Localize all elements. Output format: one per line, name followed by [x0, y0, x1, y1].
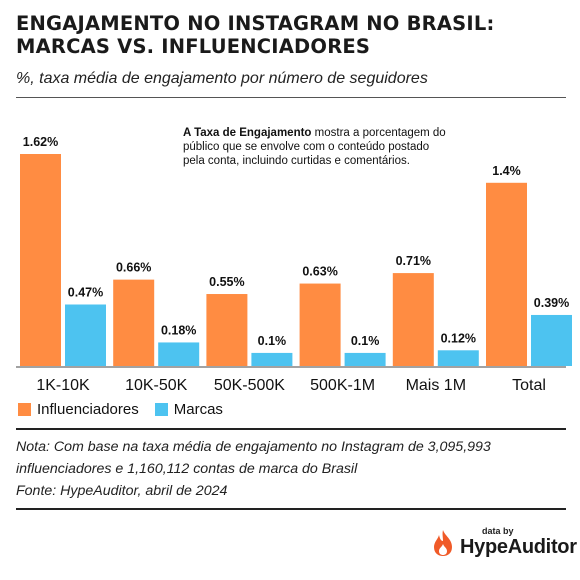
- flame-icon: [434, 529, 452, 556]
- data-label-brands-2: 0.1%: [258, 334, 287, 348]
- callout-bold: A Taxa de Engajamento: [183, 127, 312, 139]
- x-tick-label-0: 1K-10K: [36, 377, 90, 394]
- legend-label-influencers: Influenciadores: [37, 401, 139, 418]
- x-tick-label-2: 50K-500K: [214, 377, 285, 394]
- legend-item-influencers: Influenciadores: [18, 401, 139, 418]
- data-label-influencers-2: 0.55%: [209, 275, 244, 289]
- data-label-brands-5: 0.39%: [534, 296, 569, 310]
- bar-brands-2: [251, 352, 293, 366]
- data-label-influencers-0: 1.62%: [23, 135, 58, 149]
- chart-legend: Influenciadores Marcas: [18, 401, 231, 418]
- x-tick-label-5: Total: [512, 377, 546, 394]
- data-label-influencers-1: 0.66%: [116, 261, 151, 275]
- hypeauditor-logo: data by HypeAuditor: [432, 526, 577, 559]
- bar-brands-0: [65, 304, 106, 366]
- header-divider: [16, 97, 566, 98]
- footnote-line-2: influenciadores e 1,160,112 contas de ma…: [16, 461, 358, 477]
- note-bottom-divider: [16, 508, 566, 510]
- data-label-influencers-3: 0.63%: [302, 265, 337, 279]
- data-label-brands-3: 0.1%: [351, 334, 380, 348]
- bar-chart: 1.62% 0.47% 0.66% 0.18% 0.55% 0.1% 0.63% 0.1% 0.…: [16, 135, 572, 394]
- data-label-brands-1: 0.18%: [161, 323, 196, 337]
- brand-name: HypeAuditor: [460, 536, 577, 558]
- bar-brands-5: [531, 314, 572, 366]
- x-tick-label-3: 500K-1M: [310, 377, 375, 394]
- chart-subtitle: %, taxa média de engajamento por número …: [16, 70, 428, 87]
- x-tick-label-1: 10K-50K: [125, 377, 188, 394]
- bar-influencers-1: [113, 279, 155, 366]
- legend-item-brands: Marcas: [154, 401, 223, 418]
- legend-swatch-brands: [154, 403, 168, 416]
- footnote: Nota: Com base na taxa média de engajame…: [16, 436, 566, 502]
- chart-title: ENGAJAMENTO NO INSTAGRAM NO BRASIL: MARC…: [16, 12, 495, 58]
- bar-influencers-0: [20, 154, 61, 366]
- bar-influencers-5: [486, 182, 527, 366]
- note-top-divider: [16, 428, 566, 430]
- legend-swatch-influencers: [18, 403, 31, 416]
- brand-tagline: data by: [482, 526, 514, 536]
- bar-brands-1: [158, 342, 200, 366]
- callout-text: mostra a porcentagem do público que se e…: [183, 127, 446, 167]
- data-label-influencers-4: 0.71%: [396, 254, 431, 268]
- data-label-influencers-5: 1.4%: [492, 164, 521, 178]
- legend-label-brands: Marcas: [173, 401, 223, 418]
- engagement-callout: A Taxa de Engajamento mostra a porcentag…: [183, 126, 453, 168]
- bar-influencers-4: [392, 273, 434, 366]
- bar-influencers-3: [299, 283, 341, 366]
- bar-brands-3: [344, 352, 386, 366]
- bar-brands-4: [437, 350, 479, 366]
- bar-influencers-2: [206, 294, 248, 366]
- x-tick-label-4: Mais 1M: [406, 377, 466, 394]
- footnote-source: Fonte: HypeAuditor, abril de 2024: [16, 483, 228, 499]
- footnote-line-1: Nota: Com base na taxa média de engajame…: [16, 439, 491, 455]
- data-label-brands-0: 0.47%: [68, 285, 103, 299]
- data-label-brands-4: 0.12%: [441, 331, 476, 345]
